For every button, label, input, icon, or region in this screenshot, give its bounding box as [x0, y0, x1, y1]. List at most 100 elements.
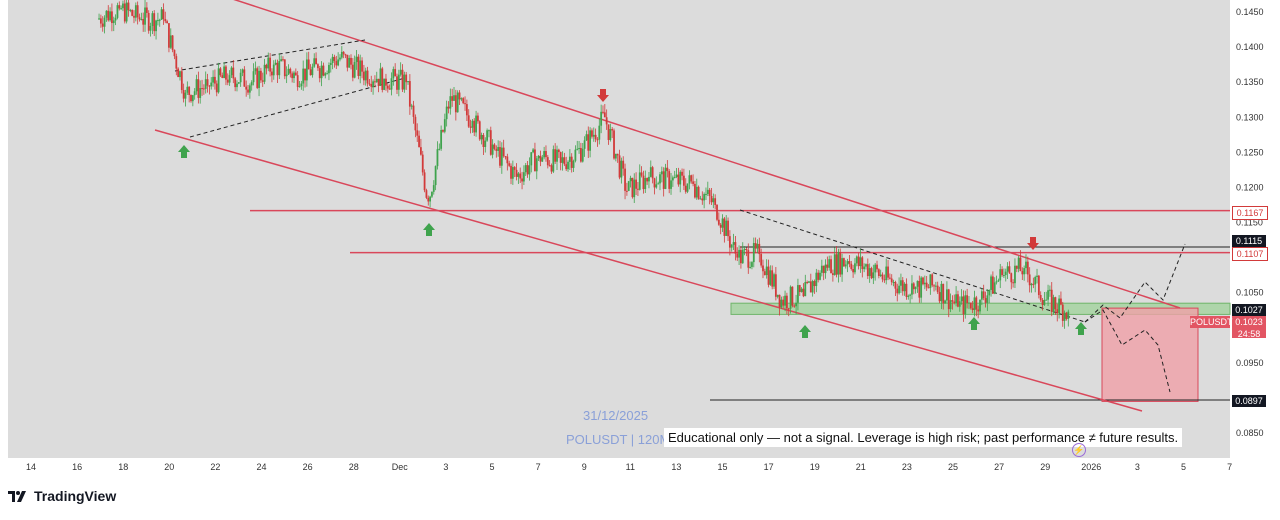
- candle-body: [539, 155, 542, 162]
- candle-body: [250, 82, 253, 86]
- candle-body: [484, 140, 487, 147]
- candle-body: [622, 160, 625, 169]
- candle-body: [898, 285, 900, 294]
- candle-body: [846, 261, 849, 265]
- lightning-icon[interactable]: ⚡: [1072, 443, 1086, 457]
- candle-body: [307, 59, 310, 70]
- candle-body: [375, 78, 378, 83]
- candle-body: [912, 283, 915, 290]
- candle-body: [602, 111, 604, 113]
- candle-body: [208, 85, 211, 87]
- candle-body: [841, 258, 843, 275]
- candle-body: [524, 165, 527, 173]
- candle-body: [530, 152, 533, 166]
- candle-body: [662, 171, 665, 189]
- candle-body: [611, 129, 614, 131]
- candle-body: [333, 56, 336, 62]
- channel-lower: [154, 129, 1143, 412]
- candle-body: [701, 198, 704, 201]
- candle-body: [1025, 261, 1027, 269]
- candle-body: [261, 80, 264, 82]
- candle-body: [324, 73, 327, 76]
- x-tick-label: 16: [72, 462, 82, 472]
- candle-body: [984, 298, 987, 303]
- candle-body: [1047, 290, 1049, 300]
- candle-body: [1032, 283, 1035, 285]
- candle-body: [708, 189, 711, 197]
- candle-body: [98, 18, 100, 20]
- down-arrow-icon: [1027, 237, 1039, 250]
- candle-body: [294, 72, 297, 76]
- candle-body: [173, 49, 176, 57]
- x-tick-label: 14: [26, 462, 36, 472]
- x-tick-label: 24: [256, 462, 266, 472]
- time-scale[interactable]: [8, 458, 1230, 478]
- candle-body: [443, 119, 446, 132]
- x-tick-label: 22: [210, 462, 220, 472]
- candle-body: [420, 147, 422, 155]
- candle-body: [920, 277, 923, 298]
- candle-body: [820, 265, 823, 273]
- candle-body: [683, 175, 685, 186]
- price-tag: 0.1027: [1232, 304, 1266, 316]
- candle-body: [900, 280, 902, 286]
- candle-body: [797, 285, 799, 303]
- candle-body: [217, 68, 220, 93]
- x-tick-label: 9: [582, 462, 587, 472]
- candle-body: [721, 218, 724, 228]
- candle-body: [252, 71, 255, 83]
- candle-body: [570, 156, 573, 168]
- candle-body: [795, 302, 797, 307]
- candle-body: [732, 242, 735, 245]
- candle-body: [859, 257, 862, 267]
- candle-body: [559, 152, 562, 163]
- candle-body: [237, 82, 240, 84]
- candle-body: [293, 72, 295, 79]
- candle-body: [574, 149, 577, 161]
- candle-body: [394, 69, 397, 77]
- candle-body: [785, 295, 788, 309]
- candle-body: [193, 91, 196, 96]
- x-tick-label: 28: [349, 462, 359, 472]
- tradingview-logo[interactable]: TradingView: [8, 488, 116, 504]
- candle-body: [635, 179, 637, 189]
- candle-body: [1052, 297, 1055, 312]
- candle-body: [627, 181, 630, 191]
- candle-body: [515, 169, 518, 177]
- down-arrow-icon: [597, 89, 609, 102]
- candle-body: [743, 248, 746, 250]
- candle-body: [749, 266, 752, 268]
- candle-body: [247, 89, 249, 93]
- chart-plot[interactable]: 0.1450 0.1400 0.1350 0.1300 0.1250 0.1200 0.11…: [0, 0, 1280, 480]
- candle-body: [228, 75, 231, 83]
- candle-body: [1043, 299, 1046, 306]
- candle-body: [671, 177, 674, 181]
- candle-body: [655, 184, 658, 188]
- candle-body: [120, 8, 123, 10]
- candle-body: [410, 105, 413, 107]
- candle-body: [521, 178, 523, 182]
- up-arrow-icon: [1075, 322, 1087, 335]
- candle-body: [594, 134, 597, 140]
- candle-body: [291, 73, 294, 79]
- x-tick-label: 3: [1135, 462, 1140, 472]
- candle-body: [513, 167, 516, 170]
- candle-body: [738, 249, 740, 258]
- candle-body: [616, 153, 619, 156]
- candle-body: [465, 104, 468, 116]
- candle-body: [296, 75, 299, 87]
- candle-body: [1015, 265, 1018, 269]
- candle-body: [328, 65, 330, 74]
- candle-body: [475, 115, 477, 133]
- candle-body: [712, 198, 715, 203]
- candle-body: [423, 172, 426, 191]
- chart-area[interactable]: [8, 0, 1230, 458]
- candle-body: [946, 289, 948, 301]
- candle-body: [951, 300, 954, 302]
- candle-body: [331, 56, 334, 63]
- candle-body: [519, 173, 522, 179]
- candle-body: [546, 157, 549, 166]
- candle-body: [576, 148, 579, 150]
- candle-body: [947, 289, 950, 310]
- candle-body: [955, 294, 958, 303]
